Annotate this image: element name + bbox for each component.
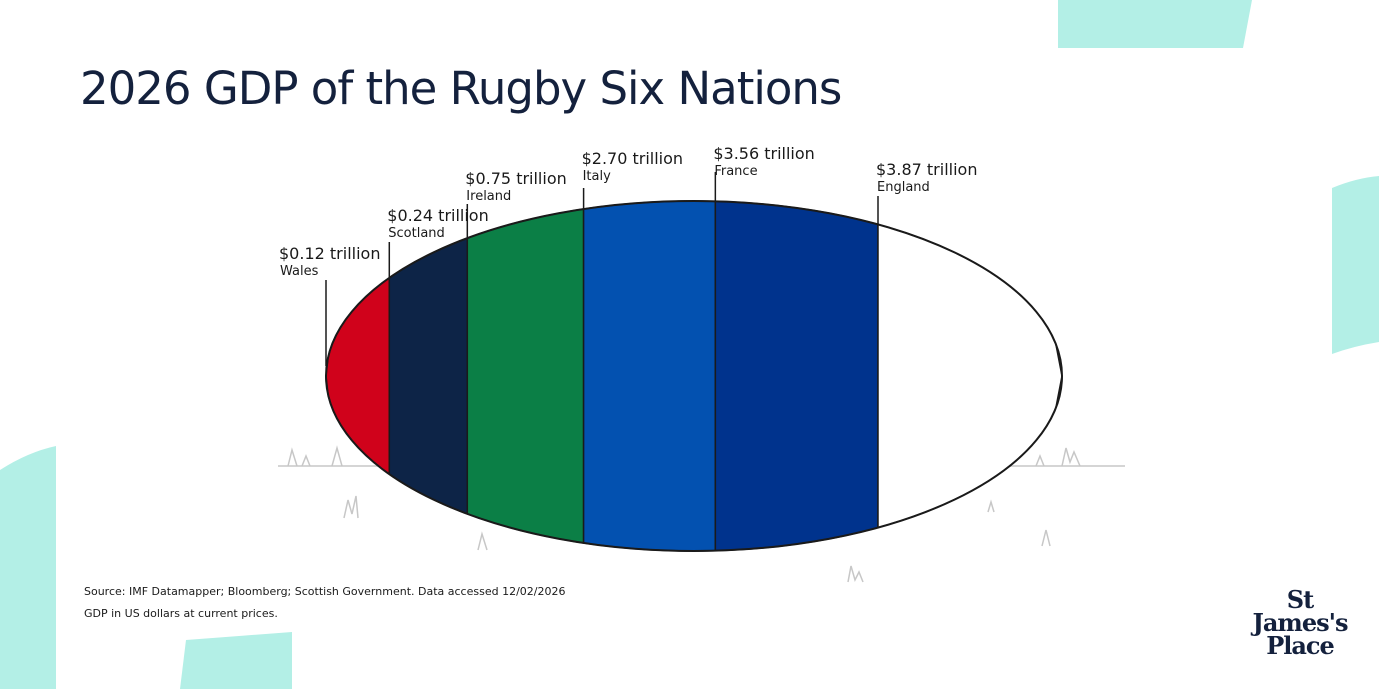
ball-outline xyxy=(325,200,1063,552)
source-note: Source: IMF Datamapper; Bloomberg; Scott… xyxy=(84,585,566,598)
value-label-france: $3.56 trillion xyxy=(713,144,814,163)
value-label-england: $3.87 trillion xyxy=(876,160,977,179)
category-label-england: England xyxy=(877,180,930,195)
logo-line-2: James's xyxy=(1252,608,1349,637)
category-label-italy: Italy xyxy=(583,169,612,184)
slice-italy xyxy=(582,200,717,552)
units-note: GDP in US dollars at current prices. xyxy=(84,607,278,620)
decor-top-right xyxy=(1058,0,1252,48)
category-label-wales: Wales xyxy=(280,264,319,279)
value-label-scotland: $0.24 trillion xyxy=(387,206,488,225)
category-label-scotland: Scotland xyxy=(388,226,445,241)
slice-ireland xyxy=(466,208,585,544)
slice-france xyxy=(714,200,879,552)
decor-left xyxy=(0,446,56,689)
category-label-ireland: Ireland xyxy=(466,189,511,204)
logo-line-3: Place xyxy=(1266,631,1335,660)
decor-right xyxy=(1332,176,1379,354)
value-label-italy: $2.70 trillion xyxy=(582,149,683,168)
slice-scotland xyxy=(388,237,469,515)
value-label-wales: $0.12 trillion xyxy=(279,244,380,263)
decor-bottom-left xyxy=(180,632,292,689)
brand-logo: St James's Place xyxy=(1244,585,1356,660)
slice-wales xyxy=(325,276,391,476)
category-label-france: France xyxy=(714,164,757,179)
logo-line-1: St xyxy=(1286,585,1314,614)
value-label-ireland: $0.75 trillion xyxy=(465,169,566,188)
page-title: 2026 GDP of the Rugby Six Nations xyxy=(80,62,842,115)
slice-england xyxy=(877,223,1063,529)
